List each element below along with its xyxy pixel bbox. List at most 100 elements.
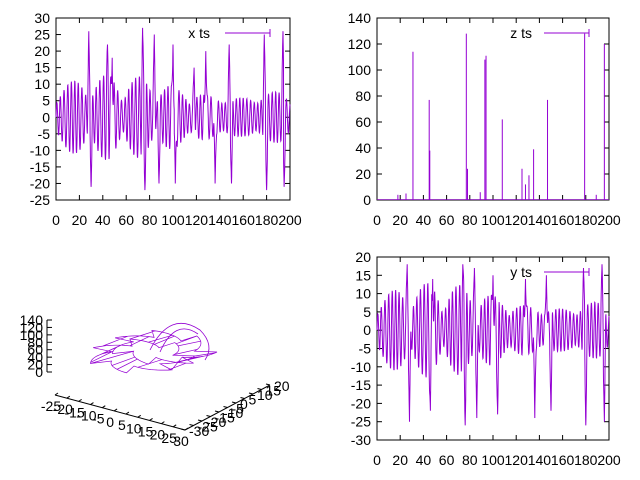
xyz-ytick-label: -10 xyxy=(223,405,243,421)
z-ts-xtick-label: 160 xyxy=(551,212,575,228)
y-ts-panel: y ts 0 20 40 60 80 100 120 140 160 180 200-30-25-2… xyxy=(351,249,621,468)
x-ts-ytick-label: 0 xyxy=(42,109,50,125)
z-ts-ytick-label: 40 xyxy=(355,140,371,156)
xyz-xtick xyxy=(161,421,165,425)
xyz-xtick-label: 0 xyxy=(106,414,114,430)
z-ts-ytick-label: 60 xyxy=(355,114,371,130)
x-ts-xtick-label: 180 xyxy=(255,212,279,228)
xyz-xtick xyxy=(172,424,177,428)
y-ts-ytick-label: -10 xyxy=(351,359,371,375)
xyz-ytick-label: -25 xyxy=(198,419,218,435)
z-ts-panel: z ts 0 20 40 60 80 100 120 140 160 180 20002040608… xyxy=(348,10,621,228)
x-ts-ytick-label: -15 xyxy=(30,159,50,175)
x-ts-series-line xyxy=(55,27,291,191)
x-ts-xtick-label: 80 xyxy=(142,212,158,228)
xyz-xtick-label: 5 xyxy=(118,417,126,433)
xyz-ytick-label: -5 xyxy=(232,401,245,417)
z-ts-plot-border xyxy=(376,17,610,201)
x-ts-ytick-label: -10 xyxy=(30,142,50,158)
xyz-xtick-label: -15 xyxy=(65,404,85,420)
y-ts-xtick-label: 40 xyxy=(416,452,432,468)
x-ts-xtick-label: 20 xyxy=(72,212,88,228)
xyz-ytick-label: 0 xyxy=(240,396,248,412)
xyz-xtick-label: 20 xyxy=(150,427,166,443)
x-ts-ytick-label: -25 xyxy=(30,192,50,208)
xyz-xtick xyxy=(66,395,71,399)
z-ts-ytick-label: 0 xyxy=(363,192,371,208)
y-ts-ytick-label: 20 xyxy=(355,249,371,265)
xyz-ytick xyxy=(223,406,228,408)
xyz-ztick-label: 0 xyxy=(35,364,43,380)
x-ts-ytick-label: -5 xyxy=(38,126,51,142)
x-ts-ytick-label: 30 xyxy=(34,10,50,26)
y-ts-xtick-label: 120 xyxy=(505,452,529,468)
y-ts-xtick-label: 100 xyxy=(481,452,505,468)
y-ts-ytick-label: -30 xyxy=(351,432,371,448)
x-ts-xtick-label: 0 xyxy=(52,212,60,228)
xyz-ytick xyxy=(248,392,254,395)
xyz-ytick xyxy=(257,388,262,390)
x-ts-ytick-label: 25 xyxy=(34,27,50,43)
y-ts-ytick-label: 0 xyxy=(363,322,371,338)
xyz-xtick xyxy=(54,392,59,396)
xyz-ytick xyxy=(214,410,220,413)
xyz-ytick xyxy=(180,428,186,431)
xyz-ytick-label: -15 xyxy=(215,410,235,426)
xyz-upper-arc xyxy=(159,328,199,353)
xyz-xtick xyxy=(113,408,118,412)
z-ts-xtick-label: 180 xyxy=(574,212,598,228)
x-ts-xtick-label: 60 xyxy=(118,212,134,228)
x-ts-xtick-label: 160 xyxy=(232,212,256,228)
x-ts-ytick-label: 20 xyxy=(34,43,50,59)
y-ts-xtick-label: 140 xyxy=(528,452,552,468)
x-ts-xtick-label: 120 xyxy=(185,212,209,228)
z-ts-ytick-label: 80 xyxy=(355,88,371,104)
z-ts-xtick-label: 200 xyxy=(597,212,621,228)
xyz-trajectory xyxy=(90,329,218,374)
xyz-xtick xyxy=(137,414,142,418)
y-ts-xtick-label: 0 xyxy=(373,452,381,468)
x-ts-xtick-label: 140 xyxy=(208,212,232,228)
xyz-ytick-label: 5 xyxy=(249,392,257,408)
xyz-xtick xyxy=(184,427,189,431)
y-ts-legend-label: y ts xyxy=(510,264,532,280)
x-ts-panel: x ts 0 20 40 60 80 100 120 140 160 180 200-25-20-1… xyxy=(30,10,302,228)
xyz-ztick-label: 80 xyxy=(27,334,43,350)
y-ts-ytick-label: -20 xyxy=(351,395,371,411)
xyz-ytick xyxy=(231,401,237,404)
z-ts-ytick-label: 20 xyxy=(355,166,371,182)
xyz-upper-arc xyxy=(149,322,210,361)
y-ts-ytick-label: -25 xyxy=(351,414,371,430)
xyz-ytick-label: 10 xyxy=(257,387,273,403)
y-ts-xtick-label: 60 xyxy=(439,452,455,468)
y-ts-ytick-label: -15 xyxy=(351,377,371,393)
xyz-ytick xyxy=(206,415,211,417)
y-ts-xtick-label: 20 xyxy=(392,452,408,468)
z-ts-xtick-label: 20 xyxy=(392,212,408,228)
xyz-xtick xyxy=(78,398,82,402)
z-ts-xtick-label: 60 xyxy=(439,212,455,228)
xyz-ytick xyxy=(189,424,194,426)
xyz-xtick-label: -5 xyxy=(92,411,105,427)
xyz-xaxis-line xyxy=(54,394,186,431)
xyz-xtick xyxy=(149,418,153,421)
xyz-ztick-label: 20 xyxy=(27,357,43,373)
xyz-xtick-label: 25 xyxy=(161,430,177,446)
y-ts-xtick-label: 80 xyxy=(462,452,478,468)
xyz-ytick-label: 20 xyxy=(274,378,290,394)
xyz-ztick-label: 60 xyxy=(27,342,43,358)
xyz-ytick-label: -20 xyxy=(206,414,226,430)
z-ts-xtick-label: 40 xyxy=(416,212,432,228)
z-ts-xtick-label: 120 xyxy=(505,212,529,228)
xyz-xtick-label: -10 xyxy=(76,408,96,424)
xyz-ytick-label: 15 xyxy=(266,383,282,399)
y-ts-ytick-label: -5 xyxy=(359,341,372,357)
xyz-xtick xyxy=(125,411,130,415)
xyz-ytick xyxy=(197,419,203,422)
y-ts-ytick-label: 10 xyxy=(355,286,371,302)
y-ts-ytick-label: 15 xyxy=(355,267,371,283)
x-ts-xtick-label: 40 xyxy=(95,212,111,228)
z-ts-xtick-label: 140 xyxy=(528,212,552,228)
